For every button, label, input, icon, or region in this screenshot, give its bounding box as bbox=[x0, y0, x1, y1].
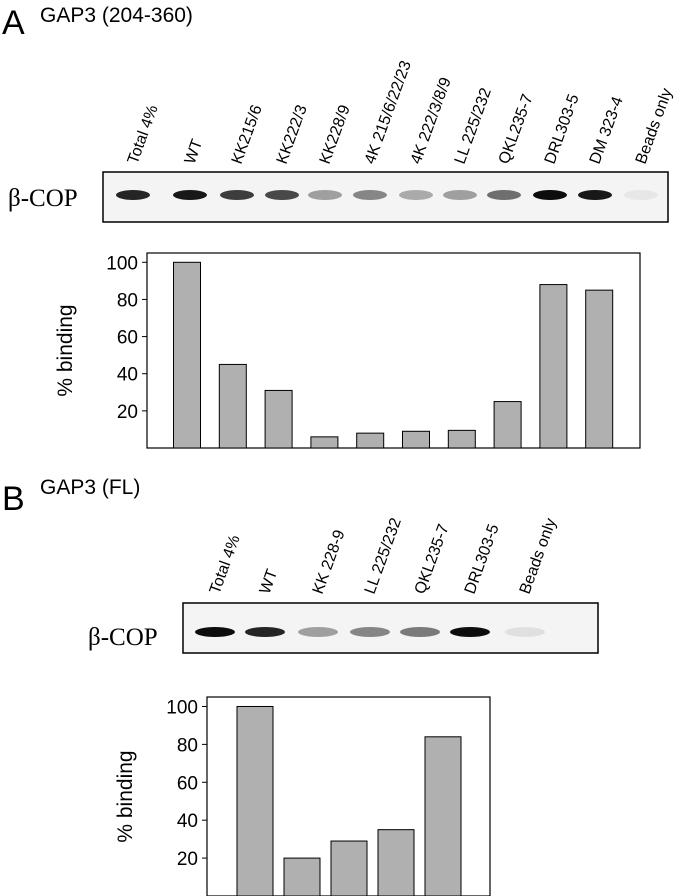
blot-band bbox=[533, 190, 567, 200]
blot-frame bbox=[182, 602, 599, 654]
bar bbox=[585, 289, 614, 449]
blot-band bbox=[487, 190, 521, 200]
lane-label: QKL235-7 bbox=[496, 92, 537, 166]
panel-title: GAP3 (FL) bbox=[40, 476, 140, 499]
blot-band bbox=[220, 190, 254, 200]
blot-band bbox=[308, 190, 342, 200]
lane-label: LL 225/232 bbox=[452, 86, 495, 167]
blot-band bbox=[624, 190, 658, 200]
lane-label: DRL303-5 bbox=[462, 522, 503, 596]
bar bbox=[424, 736, 462, 896]
lane-label: KK 228-9 bbox=[310, 528, 349, 597]
y-tick-label: 100 bbox=[166, 697, 198, 718]
lane-label: QKL235-7 bbox=[412, 522, 453, 596]
blot-band bbox=[578, 190, 612, 200]
blot-band bbox=[450, 627, 490, 637]
plot-frame bbox=[206, 696, 491, 896]
bar bbox=[264, 389, 293, 449]
lane-label: Beads only bbox=[633, 86, 676, 166]
y-tick-label: 40 bbox=[117, 365, 138, 386]
lane-label: 4K 222/3/8/9 bbox=[408, 75, 455, 166]
blot-band bbox=[400, 627, 440, 637]
y-axis-label: % binding bbox=[54, 304, 77, 396]
bar bbox=[493, 401, 522, 449]
lane-label: LL 225/232 bbox=[362, 516, 405, 597]
blot-band bbox=[399, 190, 433, 200]
panel-letter: B bbox=[2, 480, 25, 518]
y-tick-label: 60 bbox=[117, 328, 138, 349]
y-tick-label: 60 bbox=[177, 773, 198, 794]
bar bbox=[356, 432, 385, 449]
blot-band bbox=[505, 627, 545, 637]
lane-label: KK228/9 bbox=[317, 103, 354, 167]
lane-label: Total 4% bbox=[207, 533, 244, 596]
blot-band bbox=[443, 190, 477, 200]
bar bbox=[236, 705, 274, 896]
lane-label: KK222/3 bbox=[274, 103, 311, 167]
blot-label: β-COP bbox=[8, 185, 78, 212]
lane-label: Total 4% bbox=[125, 103, 162, 166]
y-tick-label: 40 bbox=[177, 811, 198, 832]
bar bbox=[218, 363, 247, 449]
lane-label: WT bbox=[182, 137, 207, 166]
blot-band bbox=[245, 627, 285, 637]
blot-band bbox=[195, 627, 235, 637]
y-tick-label: 80 bbox=[117, 290, 138, 311]
bar bbox=[402, 430, 430, 449]
panel-letter: A bbox=[2, 4, 25, 42]
blot-band bbox=[350, 627, 390, 637]
y-tick-label: 100 bbox=[106, 253, 138, 274]
lane-label: DRL303-5 bbox=[542, 92, 583, 166]
lane-label: KK215/6 bbox=[229, 103, 266, 167]
plot-frame bbox=[146, 252, 641, 449]
bar bbox=[539, 284, 568, 449]
blot-band bbox=[265, 190, 299, 200]
bar bbox=[330, 840, 368, 896]
blot-band bbox=[116, 190, 150, 200]
blot-band bbox=[298, 627, 338, 637]
bar bbox=[447, 429, 476, 449]
blot-band bbox=[173, 190, 207, 200]
bar bbox=[310, 436, 339, 449]
bar bbox=[377, 829, 415, 896]
bar bbox=[173, 261, 201, 449]
y-tick-label: 80 bbox=[177, 735, 198, 756]
y-axis-label: % binding bbox=[114, 750, 137, 842]
y-tick-label: 20 bbox=[177, 849, 198, 870]
lane-label: Beads only bbox=[517, 516, 560, 596]
lane-label: WT bbox=[257, 567, 282, 596]
blot-band bbox=[353, 190, 387, 200]
lane-label: DM 323-4 bbox=[587, 94, 627, 166]
y-tick-label: 20 bbox=[117, 402, 138, 423]
blot-label: β-COP bbox=[88, 624, 158, 651]
bar bbox=[283, 857, 321, 896]
lane-label: 4K 215/6/22/23 bbox=[362, 58, 415, 166]
panel-title: GAP3 (204-360) bbox=[40, 4, 193, 27]
